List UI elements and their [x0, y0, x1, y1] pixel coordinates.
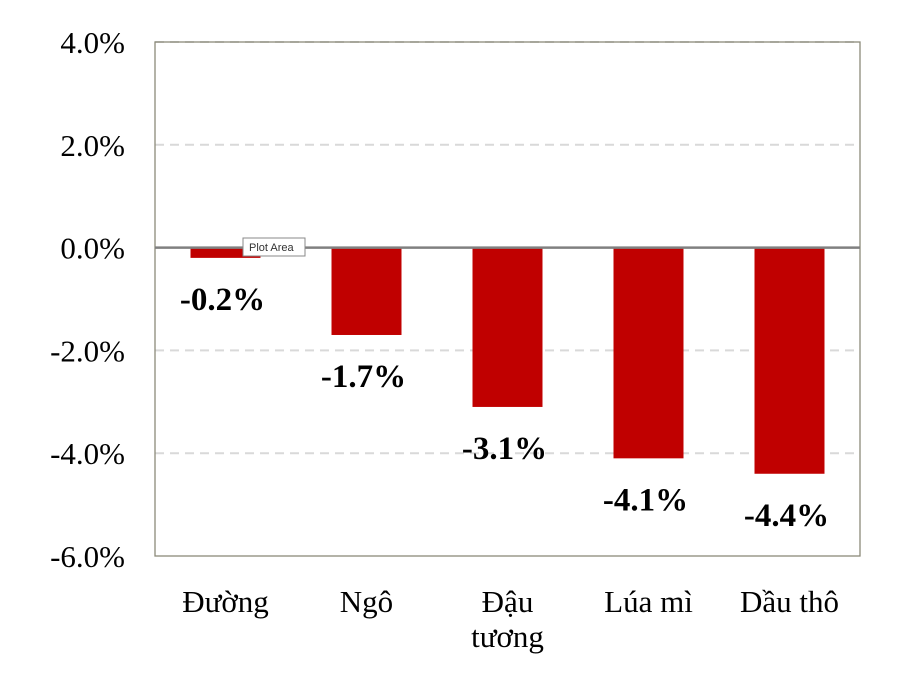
data-label: -1.7% [321, 359, 406, 395]
y-tick-label: 2.0% [60, 128, 125, 163]
x-category-label: Dầu thô [740, 584, 839, 619]
tooltip-text: Plot Area [249, 242, 295, 254]
plot-area-border[interactable] [154, 41, 861, 557]
plot-area-tooltip: Plot Area [242, 237, 306, 257]
data-label: -4.1% [603, 482, 688, 518]
data-label: -4.4% [744, 498, 829, 534]
y-tick-label: -6.0% [50, 539, 125, 574]
bar-4[interactable] [613, 247, 684, 459]
bar-3[interactable] [472, 247, 543, 407]
bar-2[interactable] [331, 247, 402, 335]
y-tick-label: 4.0% [60, 25, 125, 60]
data-label: -0.2% [180, 282, 265, 318]
y-tick-label: 0.0% [60, 231, 125, 266]
bar-5[interactable] [754, 247, 825, 474]
x-axis-category-labels: Đường Ngô Đậu tương Lúa mì Dầu thô [182, 584, 839, 654]
x-category-label: Lúa mì [604, 584, 693, 619]
bar-1[interactable] [190, 247, 261, 258]
x-category-label: Đậu tương [471, 584, 544, 654]
y-tick-label: -4.0% [50, 436, 125, 471]
y-axis-tick-labels: 4.0% 2.0% 0.0% -2.0% -4.0% -6.0% [50, 25, 125, 574]
y-tick-label: -2.0% [50, 333, 125, 368]
data-labels: -0.2% -1.7% -3.1% -4.1% -4.4% [180, 282, 829, 534]
x-category-label: Ngô [340, 584, 393, 619]
bars [190, 247, 825, 474]
x-category-label: Đường [182, 584, 269, 619]
data-label: -3.1% [462, 431, 547, 467]
